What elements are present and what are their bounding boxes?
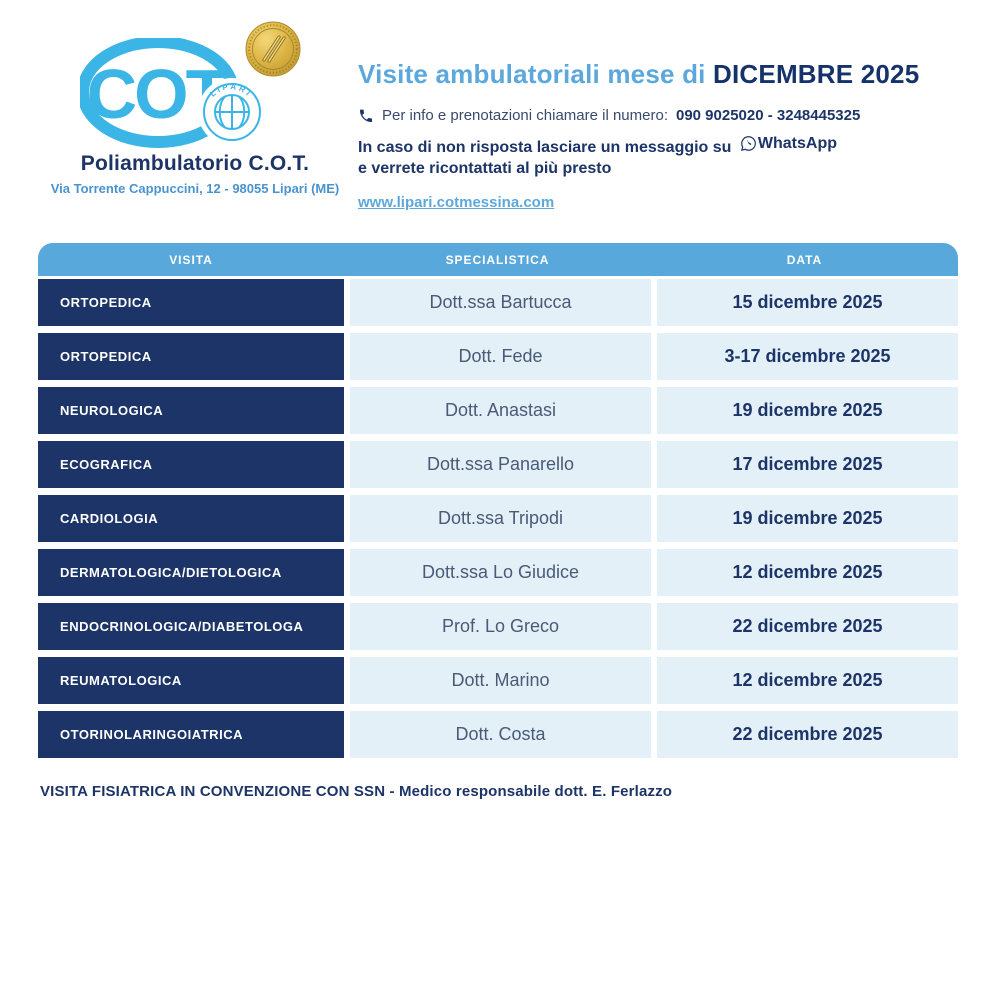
column-header-specialistica: SPECIALISTICA	[445, 252, 550, 267]
quality-seal-icon	[245, 21, 301, 77]
phone-icon	[360, 109, 372, 122]
phone-numbers: 090 9025020 - 3248445325	[675, 107, 861, 124]
title-text: Visite ambulatoriali mese di	[358, 59, 706, 89]
brand-name: Poliambulatorio C.O.T.	[80, 152, 310, 175]
cell-visita: CARDIOLOGIA	[38, 495, 344, 542]
table-row: ORTOPEDICA Dott.ssa Bartucca 15 dicembre…	[38, 279, 958, 326]
cell-visita: REUMATOLOGICA	[38, 657, 344, 704]
cell-specialista: Dott. Anastasi	[350, 387, 651, 434]
cell-specialista: Dott. Marino	[350, 657, 651, 704]
cell-specialista: Dott.ssa Lo Giudice	[350, 549, 651, 596]
phone-label: Per info e prenotazioni chiamare il nume…	[382, 107, 668, 124]
column-header-data: DATA	[786, 252, 823, 267]
cell-specialista: Dott.ssa Panarello	[350, 441, 651, 488]
cell-specialista: Dott. Fede	[350, 333, 651, 380]
cell-data: 3-17 dicembre 2025	[657, 333, 958, 380]
cell-specialista: Prof. Lo Greco	[350, 603, 651, 650]
cell-visita: ENDOCRINOLOGICA/DIABETOLOGA	[38, 603, 344, 650]
cell-data: 17 dicembre 2025	[657, 441, 958, 488]
whatsapp-note-line2: e verrete ricontattati al più presto	[358, 160, 612, 177]
cell-data: 22 dicembre 2025	[657, 603, 958, 650]
cell-visita: NEUROLOGICA	[38, 387, 344, 434]
phone-row: Per info e prenotazioni chiamare il nume…	[358, 107, 973, 124]
cell-specialista: Dott.ssa Bartucca	[350, 279, 651, 326]
cell-visita: ECOGRAFICA	[38, 441, 344, 488]
logo-globe-icon: LIPARI	[198, 78, 266, 146]
whatsapp-icon	[740, 136, 756, 151]
info-block: Visite ambulatoriali mese di DICEMBRE 20…	[358, 58, 973, 212]
cell-visita: OTORINOLARINGOIATRICA	[38, 711, 344, 758]
cell-specialista: Dott. Costa	[350, 711, 651, 758]
whatsapp-note-line1: In caso di non risposta lasciare un mess…	[358, 139, 732, 156]
column-header-visita: VISITA	[169, 252, 213, 267]
visits-table: VISITA SPECIALISTICA DATA ORTOPEDICA Dot…	[38, 243, 958, 758]
table-row: REUMATOLOGICA Dott. Marino 12 dicembre 2…	[38, 657, 958, 704]
title-month: DICEMBRE 2025	[713, 59, 920, 89]
cell-visita: ORTOPEDICA	[38, 333, 344, 380]
table-row: CARDIOLOGIA Dott.ssa Tripodi 19 dicembre…	[38, 495, 958, 542]
table-row: ECOGRAFICA Dott.ssa Panarello 17 dicembr…	[38, 441, 958, 488]
cell-data: 19 dicembre 2025	[657, 495, 958, 542]
brand-address: Via Torrente Cappuccini, 12 - 98055 Lipa…	[50, 181, 340, 196]
page-title: Visite ambulatoriali mese di DICEMBRE 20…	[358, 58, 973, 90]
cell-visita: ORTOPEDICA	[38, 279, 344, 326]
cell-data: 22 dicembre 2025	[657, 711, 958, 758]
cell-data: 15 dicembre 2025	[657, 279, 958, 326]
table-row: DERMATOLOGICA/DIETOLOGICA Dott.ssa Lo Gi…	[38, 549, 958, 596]
cell-data: 12 dicembre 2025	[657, 549, 958, 596]
cell-data: 19 dicembre 2025	[657, 387, 958, 434]
whatsapp-word: WhatsApp	[736, 133, 837, 154]
whatsapp-label: WhatsApp	[757, 135, 838, 152]
cell-data: 12 dicembre 2025	[657, 657, 958, 704]
cell-specialista: Dott.ssa Tripodi	[350, 495, 651, 542]
table-row: ORTOPEDICA Dott. Fede 3-17 dicembre 2025	[38, 333, 958, 380]
cot-logo: COT LIPARI	[80, 38, 266, 148]
table-header: VISITA SPECIALISTICA DATA	[38, 243, 958, 276]
table-row: ENDOCRINOLOGICA/DIABETOLOGA Prof. Lo Gre…	[38, 603, 958, 650]
table-row: OTORINOLARINGOIATRICA Dott. Costa 22 dic…	[38, 711, 958, 758]
whatsapp-note: In caso di non risposta lasciare un mess…	[358, 133, 973, 179]
footer-note: VISITA FISIATRICA IN CONVENZIONE CON SSN…	[40, 783, 673, 800]
table-row: NEUROLOGICA Dott. Anastasi 19 dicembre 2…	[38, 387, 958, 434]
cell-visita: DERMATOLOGICA/DIETOLOGICA	[38, 549, 344, 596]
website-link[interactable]: www.lipari.cotmessina.com	[358, 194, 555, 211]
